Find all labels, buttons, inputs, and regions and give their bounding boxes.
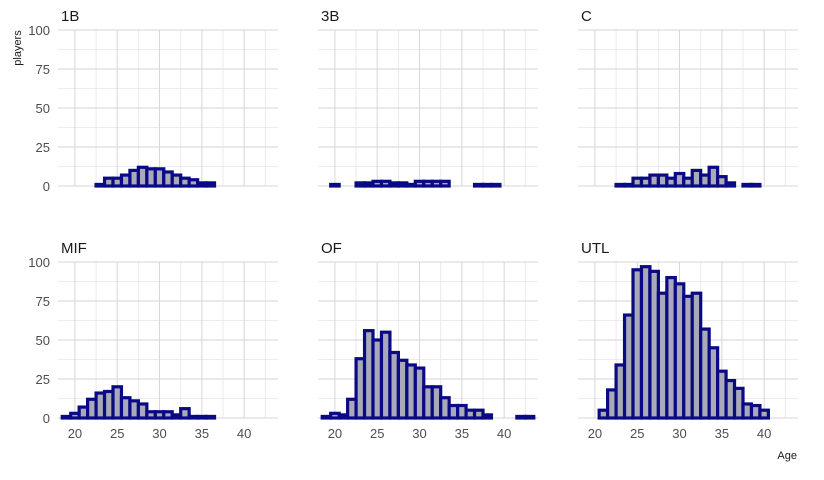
x-tick-label: 25 <box>110 426 124 441</box>
x-tick-label: 20 <box>588 426 602 441</box>
panel-title: 3B <box>321 8 339 25</box>
x-tick-label: 30 <box>672 426 686 441</box>
histogram-bar <box>489 182 502 188</box>
histogram-bar <box>439 179 451 188</box>
y-tick-label: 100 <box>28 255 50 270</box>
x-tick-label: 35 <box>455 426 469 441</box>
panel-title: OF <box>321 240 342 257</box>
x-tick-label: 20 <box>328 426 342 441</box>
panel-title: C <box>581 8 592 25</box>
panel-title: MIF <box>61 240 87 257</box>
x-tick-label: 25 <box>630 426 644 441</box>
x-tick-label: 35 <box>195 426 209 441</box>
y-tick-label: 100 <box>28 23 50 38</box>
x-tick-label: 40 <box>497 426 511 441</box>
x-axis-title: Age <box>777 450 797 462</box>
y-axis-title: players <box>12 30 24 66</box>
panel-title: UTL <box>581 240 609 257</box>
histogram-bar <box>204 414 217 420</box>
histogram-bar <box>481 413 494 420</box>
y-tick-label: 50 <box>36 333 50 348</box>
x-tick-label: 25 <box>370 426 384 441</box>
x-tick-label: 30 <box>152 426 166 441</box>
histogram-bar <box>758 408 770 420</box>
y-tick-label: 75 <box>36 62 50 77</box>
y-tick-label: 0 <box>43 411 50 426</box>
histogram-bar <box>204 181 217 188</box>
histogram-bar <box>329 182 341 188</box>
x-tick-label: 40 <box>237 426 251 441</box>
x-tick-label: 30 <box>412 426 426 441</box>
histogram-bar <box>749 182 762 188</box>
x-tick-label: 40 <box>757 426 771 441</box>
histogram-bar <box>523 414 536 420</box>
x-tick-label: 35 <box>715 426 729 441</box>
y-tick-label: 75 <box>36 294 50 309</box>
y-tick-label: 25 <box>36 372 50 387</box>
y-tick-label: 25 <box>36 140 50 155</box>
histogram-bar <box>724 181 737 188</box>
panel-title: 1B <box>61 8 79 25</box>
histogram-bar <box>179 407 191 420</box>
y-tick-label: 50 <box>36 101 50 116</box>
x-tick-label: 20 <box>68 426 82 441</box>
y-tick-label: 0 <box>43 179 50 194</box>
